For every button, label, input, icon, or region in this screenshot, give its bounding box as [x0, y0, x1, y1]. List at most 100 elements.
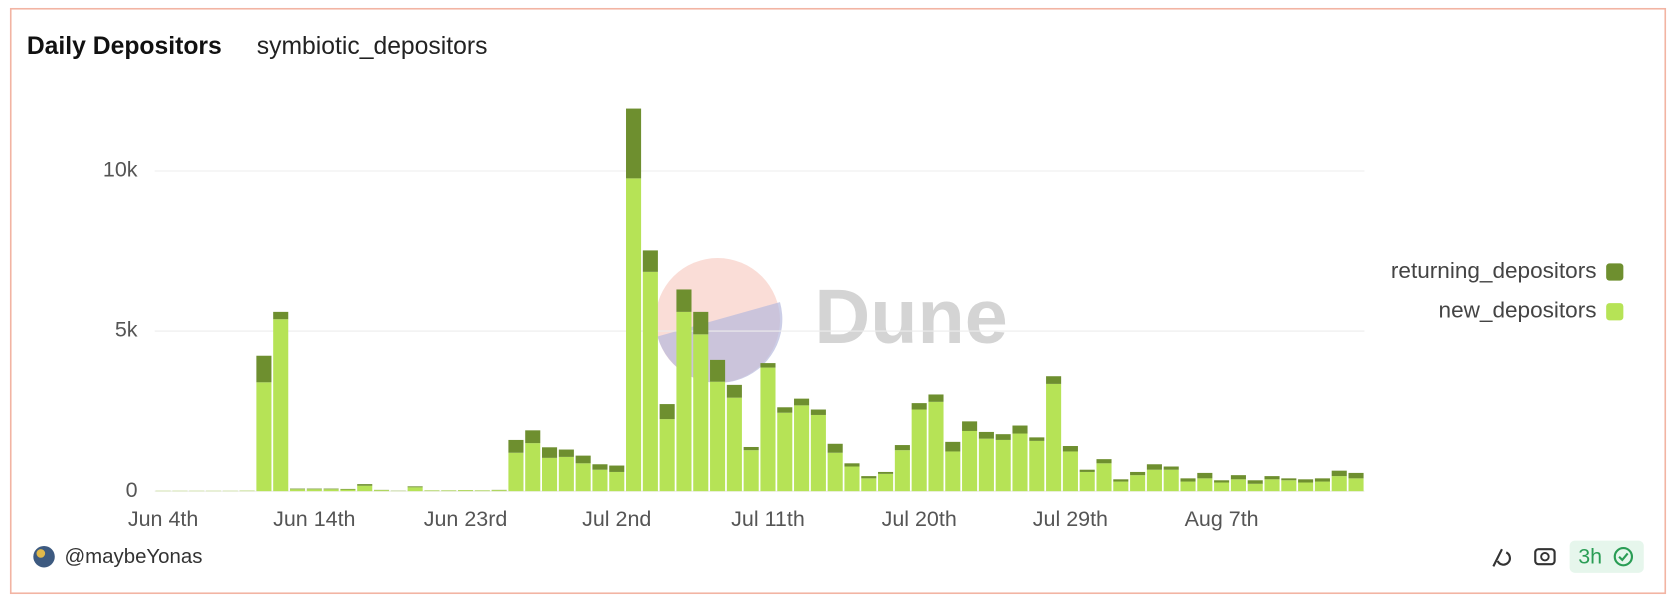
bar-segment	[1146, 469, 1162, 492]
bar-segment	[340, 488, 356, 490]
bar-segment	[357, 484, 373, 486]
bar-segment	[1180, 478, 1196, 482]
bar-segment	[1314, 481, 1330, 492]
bar-segment	[995, 439, 1011, 492]
bar-segment	[1062, 451, 1078, 492]
bar-segment	[693, 334, 709, 492]
verified-icon	[1613, 547, 1634, 567]
bar-segment	[878, 473, 894, 492]
bar-segment	[894, 450, 910, 492]
bar-segment	[525, 443, 541, 492]
bar-segment	[256, 382, 272, 492]
bar-segment	[1214, 482, 1230, 492]
bar-segment	[1197, 478, 1213, 492]
bar-segment	[256, 355, 272, 383]
bar-segment	[861, 478, 877, 492]
bar-segment	[659, 419, 675, 492]
bar-segment	[542, 457, 558, 492]
age: 3h	[1578, 544, 1602, 568]
chart-subtitle: symbiotic_depositors	[257, 33, 488, 60]
bar-segment	[373, 490, 390, 492]
x-tick-label: Jun 14th	[273, 507, 355, 531]
bar-segment	[323, 489, 339, 492]
bar-segment	[1113, 481, 1129, 492]
bar-segment	[878, 471, 894, 474]
bar-segment	[407, 487, 423, 492]
bar-segment	[659, 404, 675, 420]
bar-segment	[726, 397, 742, 492]
bar-segment	[1029, 440, 1045, 492]
bar-segment	[1079, 469, 1095, 472]
bar-segment	[289, 488, 306, 490]
bar-segment	[525, 430, 541, 444]
bar-segment	[1029, 437, 1045, 441]
bar-segment	[1180, 481, 1196, 492]
share-icon[interactable]	[1492, 548, 1511, 567]
bar-segment	[626, 108, 642, 179]
bar-segment	[1146, 464, 1162, 470]
legend-swatch[interactable]	[1606, 263, 1624, 281]
bar-segment	[827, 443, 843, 453]
bar-segment	[558, 456, 574, 492]
bar-segment	[542, 447, 558, 458]
bar-segment	[474, 490, 490, 492]
bar-segment	[508, 452, 524, 492]
bar-segment	[1230, 475, 1246, 480]
bar-segment	[1214, 480, 1230, 483]
bar-segment	[491, 490, 507, 492]
bar-segment	[1096, 459, 1112, 464]
bar-segment	[760, 363, 776, 368]
bar-segment	[962, 421, 978, 431]
y-tick-label: 10k	[103, 158, 138, 182]
x-tick-label: Jul 11th	[731, 507, 805, 531]
bar-segment	[289, 489, 306, 492]
bar-segment	[710, 359, 726, 382]
bar-segment	[592, 469, 608, 492]
bar-segment	[978, 431, 994, 439]
bar-segment	[1113, 479, 1129, 482]
legend-swatch[interactable]	[1606, 303, 1624, 321]
legend-label: returning_depositors	[1391, 258, 1597, 283]
bar-segment	[1264, 476, 1280, 480]
bar-segment	[1012, 425, 1028, 434]
bar-segment	[1130, 475, 1146, 492]
bar-segment	[995, 434, 1011, 440]
bar-segment	[323, 488, 339, 490]
verified-icon	[1618, 552, 1629, 562]
camera-icon[interactable]	[1534, 548, 1556, 566]
chart-title: Daily Depositors	[27, 33, 222, 60]
bar-segment	[911, 409, 927, 492]
bar-segment	[1046, 383, 1062, 492]
bar-segment	[1247, 483, 1263, 492]
bar-segment	[1130, 471, 1146, 476]
plot: 0 5k 10k Jun 4th Jun 14th Jun 23rd Jul 2nd Jul …	[103, 108, 1624, 531]
bar-segment	[777, 407, 793, 413]
bar-segment	[1281, 478, 1297, 481]
bar-segment	[1331, 470, 1347, 477]
author[interactable]: @maybeYonas	[64, 546, 202, 568]
bar-segment	[558, 449, 574, 457]
bar-segment	[508, 439, 524, 453]
bar-segment	[441, 490, 457, 492]
bar-segment	[642, 271, 658, 492]
bar-segment	[1331, 476, 1347, 492]
bar-segment	[306, 489, 322, 492]
bar-segment	[1062, 446, 1078, 452]
x-tick-label: Jun 23rd	[424, 507, 508, 531]
avatar	[36, 549, 46, 558]
bar-segment	[1163, 469, 1179, 492]
bar-segment	[894, 445, 910, 451]
bar-segment	[827, 452, 843, 492]
bar-segment	[609, 471, 625, 492]
bar-segment	[642, 250, 658, 272]
bar-segment	[592, 464, 608, 470]
bar-segment	[575, 455, 591, 464]
bar-segment	[911, 403, 927, 410]
bar-segment	[945, 441, 961, 452]
x-tick-label: Aug 7th	[1185, 507, 1259, 531]
bar-segment	[609, 465, 625, 472]
bar-segment	[1046, 376, 1062, 384]
bar-segment	[1264, 479, 1280, 492]
